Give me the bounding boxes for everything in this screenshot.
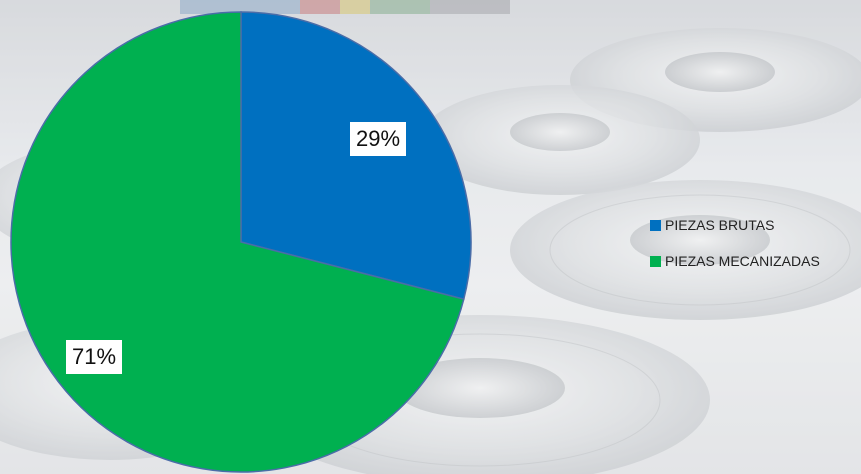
legend-item-piezas-mecanizadas: PIEZAS MECANIZADAS bbox=[650, 251, 820, 271]
legend-swatch-piezas-brutas bbox=[650, 219, 661, 231]
pie-slice-piezas-mecanizadas bbox=[10, 11, 465, 473]
legend-label: PIEZAS BRUTAS bbox=[665, 217, 775, 233]
chart-legend: PIEZAS BRUTAS PIEZAS MECANIZADAS bbox=[650, 215, 820, 287]
data-label-piezas-brutas: 29% bbox=[350, 122, 407, 156]
data-label-piezas-mecanizadas: 71% bbox=[66, 340, 123, 374]
legend-swatch-piezas-mecanizadas bbox=[650, 255, 661, 267]
legend-label: PIEZAS MECANIZADAS bbox=[665, 253, 820, 269]
legend-item-piezas-brutas: PIEZAS BRUTAS bbox=[650, 215, 820, 235]
